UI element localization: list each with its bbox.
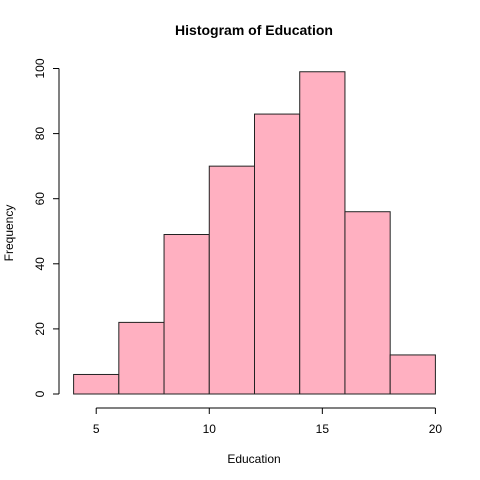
x-axis-label: Education (227, 452, 280, 466)
x-tick-label: 5 (93, 422, 100, 436)
histogram-bar (344, 211, 391, 395)
histogram-bar (389, 354, 436, 395)
y-tick-label: 40 (33, 257, 47, 271)
chart-title: Histogram of Education (175, 22, 333, 38)
histogram-bar (208, 165, 255, 395)
histogram-bar (299, 71, 346, 395)
bars-group (73, 71, 436, 395)
histogram-bar (118, 321, 165, 395)
x-tick-label: 10 (203, 422, 217, 436)
y-tick-label: 60 (33, 192, 47, 206)
y-tick-label: 80 (33, 127, 47, 141)
x-tick-label: 20 (429, 422, 443, 436)
y-tick-label: 20 (33, 322, 47, 336)
x-tick-label: 15 (316, 422, 330, 436)
y-tick-label: 100 (33, 58, 47, 78)
y-tick-label: 0 (33, 390, 47, 397)
y-axis-label: Frequency (2, 205, 16, 262)
x-axis: 5 10 15 20 (93, 407, 443, 436)
histogram-bar (73, 373, 120, 395)
histogram-bar (163, 234, 210, 395)
histogram-bar (254, 113, 301, 395)
y-axis: 0 20 40 60 80 100 (33, 58, 60, 397)
